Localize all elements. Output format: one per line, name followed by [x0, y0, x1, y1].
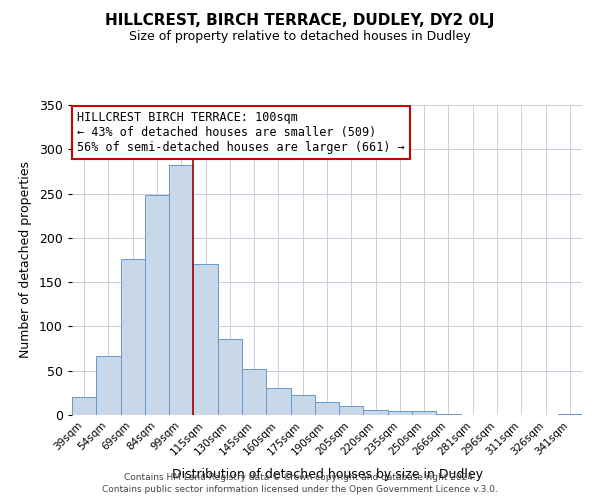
Bar — [169, 165, 193, 415]
Bar — [121, 259, 145, 415]
Bar — [364, 410, 388, 415]
Text: Contains HM Land Registry data © Crown copyright and database right 2024.: Contains HM Land Registry data © Crown c… — [124, 472, 476, 482]
Bar — [72, 398, 96, 415]
Bar — [145, 196, 169, 415]
Bar — [290, 394, 315, 415]
Bar — [242, 369, 266, 415]
Bar — [388, 412, 412, 415]
Text: Size of property relative to detached houses in Dudley: Size of property relative to detached ho… — [129, 30, 471, 43]
Bar — [436, 414, 461, 415]
Bar — [218, 339, 242, 415]
Bar — [193, 264, 218, 415]
Bar — [266, 388, 290, 415]
X-axis label: Distribution of detached houses by size in Dudley: Distribution of detached houses by size … — [172, 468, 482, 481]
Bar — [339, 406, 364, 415]
Bar — [558, 414, 582, 415]
Text: HILLCREST, BIRCH TERRACE, DUDLEY, DY2 0LJ: HILLCREST, BIRCH TERRACE, DUDLEY, DY2 0L… — [106, 12, 494, 28]
Bar — [96, 356, 121, 415]
Text: Contains public sector information licensed under the Open Government Licence v.: Contains public sector information licen… — [102, 485, 498, 494]
Bar — [315, 402, 339, 415]
Y-axis label: Number of detached properties: Number of detached properties — [19, 162, 32, 358]
Text: HILLCREST BIRCH TERRACE: 100sqm
← 43% of detached houses are smaller (509)
56% o: HILLCREST BIRCH TERRACE: 100sqm ← 43% of… — [77, 111, 405, 154]
Bar — [412, 412, 436, 415]
